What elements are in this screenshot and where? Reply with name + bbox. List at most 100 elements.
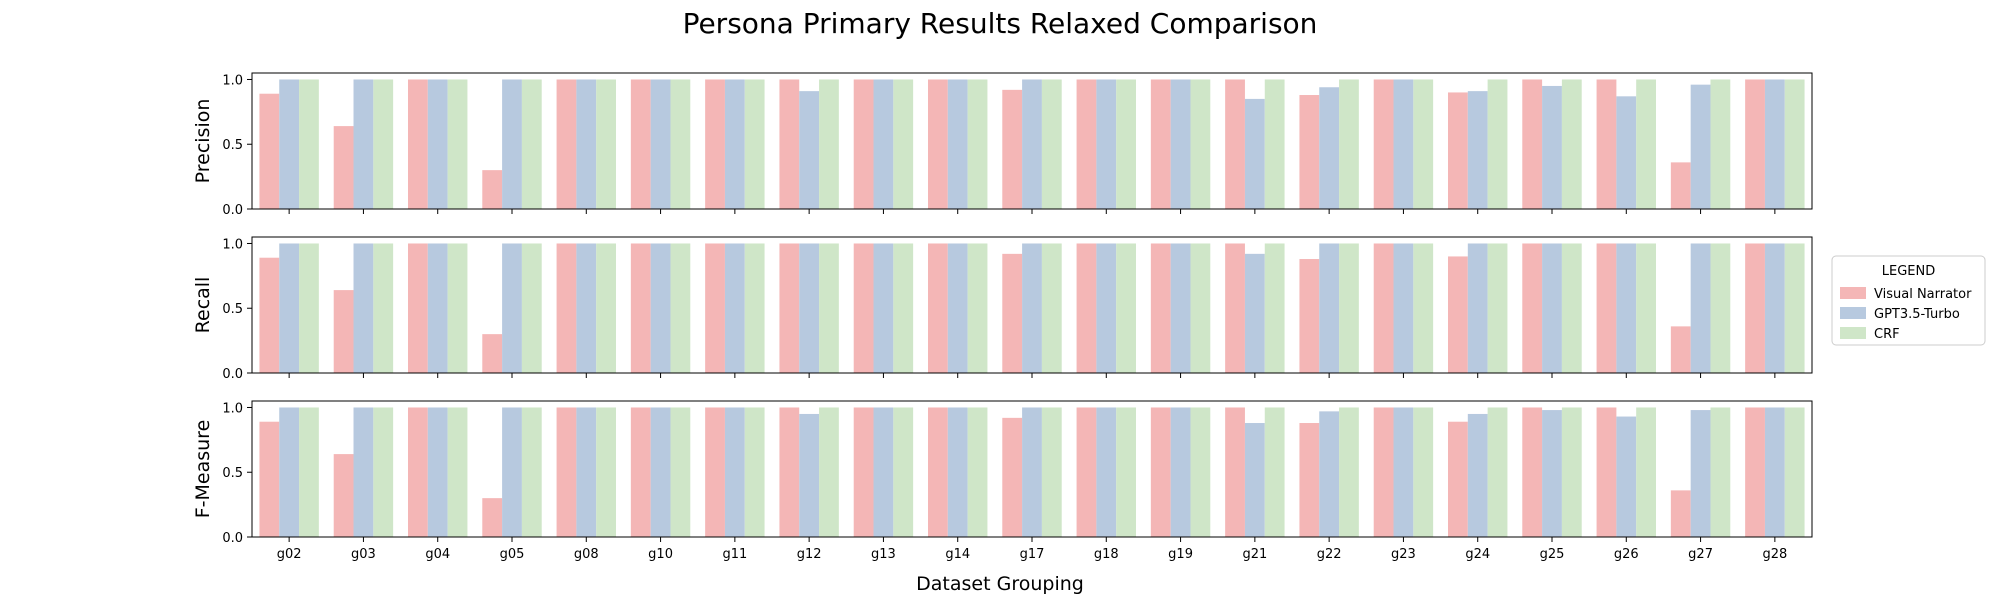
bar	[556, 407, 577, 537]
bar	[893, 243, 914, 373]
bar	[596, 243, 616, 373]
bar	[1339, 407, 1359, 537]
bar	[670, 407, 691, 537]
bar	[1373, 407, 1394, 537]
bar	[1764, 243, 1785, 373]
bar	[705, 79, 725, 209]
bar	[1264, 407, 1285, 537]
bar	[259, 421, 280, 537]
bar	[299, 79, 319, 209]
bar	[1784, 243, 1805, 373]
bar	[853, 243, 874, 373]
bar	[1467, 243, 1488, 373]
bar	[1116, 243, 1136, 373]
bar	[1150, 407, 1171, 537]
bar	[1542, 243, 1562, 373]
x-tick-label: g21	[1242, 547, 1267, 562]
bar	[1244, 253, 1265, 373]
bar	[1522, 407, 1543, 537]
x-tick-label: g19	[1168, 547, 1193, 562]
bar	[521, 243, 542, 373]
panel-precision: 0.0 0.5 1.0 Precision	[192, 72, 1813, 218]
y-axis-title: Recall	[192, 277, 214, 334]
bar	[1596, 243, 1617, 373]
x-axis-title: Dataset Grouping	[916, 573, 1084, 595]
bar	[650, 407, 671, 537]
bar	[873, 407, 894, 537]
bar	[1487, 243, 1508, 373]
bar	[353, 79, 374, 209]
bar	[1393, 79, 1414, 209]
x-tick-label: g08	[574, 547, 599, 562]
bar	[333, 290, 354, 373]
bar	[1319, 243, 1340, 373]
bar	[1448, 421, 1468, 537]
legend-swatch	[1840, 307, 1866, 319]
bar	[967, 79, 988, 209]
bar	[1616, 243, 1637, 373]
bar	[1522, 79, 1543, 209]
bar	[1596, 79, 1617, 209]
bar	[447, 79, 468, 209]
bar	[744, 243, 765, 373]
bar	[1522, 243, 1543, 373]
bar	[1448, 92, 1468, 209]
bar	[1616, 416, 1637, 537]
bar	[670, 243, 691, 373]
bar	[928, 243, 948, 373]
bar	[259, 257, 280, 373]
bar	[744, 79, 765, 209]
bar	[1002, 253, 1023, 373]
bar	[853, 407, 874, 537]
x-tick-label: g22	[1317, 547, 1342, 562]
bar	[1190, 243, 1211, 373]
bar	[1636, 407, 1656, 537]
x-tick-label: g04	[425, 547, 450, 562]
bar	[1225, 243, 1245, 373]
x-tick-label: g18	[1094, 547, 1119, 562]
bar	[1264, 243, 1285, 373]
bar	[1467, 91, 1488, 209]
bar	[1041, 243, 1062, 373]
bar	[1413, 243, 1434, 373]
bar	[1636, 243, 1656, 373]
bar	[1116, 407, 1136, 537]
bar	[596, 407, 616, 537]
bar	[373, 243, 394, 373]
bar	[1190, 79, 1211, 209]
legend-entry-label: CRF	[1874, 327, 1900, 342]
bar	[447, 243, 468, 373]
bar	[353, 243, 374, 373]
bar	[928, 79, 948, 209]
bar	[576, 79, 597, 209]
x-tick-label: g25	[1540, 547, 1565, 562]
bar	[1022, 243, 1042, 373]
bar	[893, 407, 914, 537]
y-tick-label: 0.0	[222, 531, 243, 546]
bar	[630, 407, 651, 537]
bar	[779, 79, 800, 209]
bar	[482, 334, 503, 373]
bar	[630, 79, 651, 209]
bar	[1150, 79, 1171, 209]
bar	[1670, 162, 1691, 209]
bar	[1710, 407, 1731, 537]
bar	[1022, 407, 1042, 537]
bar	[1561, 79, 1582, 209]
bar	[1561, 407, 1582, 537]
bar	[1487, 407, 1508, 537]
bar	[373, 407, 394, 537]
bar	[1764, 407, 1785, 537]
bar	[1150, 243, 1171, 373]
bar	[724, 243, 745, 373]
bar	[799, 243, 820, 373]
bar	[1319, 411, 1340, 537]
y-axis-title: Precision	[192, 99, 214, 184]
bar	[928, 407, 948, 537]
panels-group: 0.0 0.5 1.0 Precision 0.0 0.5 1.0 Recall 0.0 0.5 1…	[192, 72, 1813, 562]
bar	[1076, 243, 1097, 373]
bar	[1448, 256, 1468, 373]
x-tick-label: g24	[1465, 547, 1490, 562]
bar	[502, 79, 522, 209]
